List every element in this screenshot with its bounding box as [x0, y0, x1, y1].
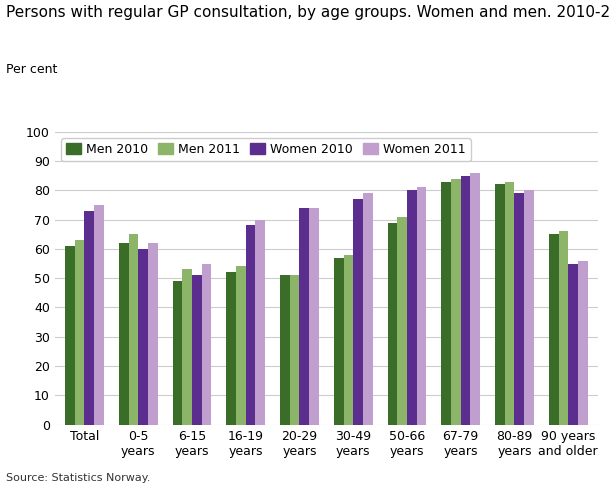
Bar — [173, 281, 182, 425]
Bar — [442, 182, 451, 425]
Bar — [65, 246, 75, 425]
Bar — [290, 275, 300, 425]
Bar — [192, 275, 202, 425]
Bar — [182, 269, 192, 425]
Text: Source: Statistics Norway.: Source: Statistics Norway. — [6, 473, 151, 483]
Bar — [495, 184, 505, 425]
Bar — [202, 264, 211, 425]
Bar — [569, 264, 578, 425]
Bar — [334, 258, 343, 425]
Bar — [246, 225, 256, 425]
Bar — [387, 223, 397, 425]
Bar — [353, 199, 363, 425]
Bar — [148, 243, 157, 425]
Bar — [280, 275, 290, 425]
Bar — [226, 272, 236, 425]
Bar — [300, 208, 309, 425]
Bar — [129, 234, 138, 425]
Bar — [75, 240, 84, 425]
Bar — [514, 193, 524, 425]
Bar — [559, 231, 569, 425]
Text: Persons with regular GP consultation, by age groups. Women and men. 2010-2011: Persons with regular GP consultation, by… — [6, 5, 610, 20]
Bar — [549, 234, 559, 425]
Bar — [407, 190, 417, 425]
Bar — [461, 176, 470, 425]
Text: Per cent: Per cent — [6, 63, 57, 77]
Bar — [397, 217, 407, 425]
Bar — [138, 249, 148, 425]
Bar — [578, 261, 587, 425]
Bar — [256, 220, 265, 425]
Bar — [119, 243, 129, 425]
Bar — [236, 266, 246, 425]
Bar — [84, 211, 94, 425]
Bar — [451, 179, 461, 425]
Bar — [363, 193, 373, 425]
Bar — [524, 190, 534, 425]
Bar — [417, 187, 426, 425]
Legend: Men 2010, Men 2011, Women 2010, Women 2011: Men 2010, Men 2011, Women 2010, Women 20… — [61, 138, 471, 161]
Bar — [505, 182, 514, 425]
Bar — [470, 173, 480, 425]
Bar — [343, 255, 353, 425]
Bar — [309, 208, 319, 425]
Bar — [94, 205, 104, 425]
